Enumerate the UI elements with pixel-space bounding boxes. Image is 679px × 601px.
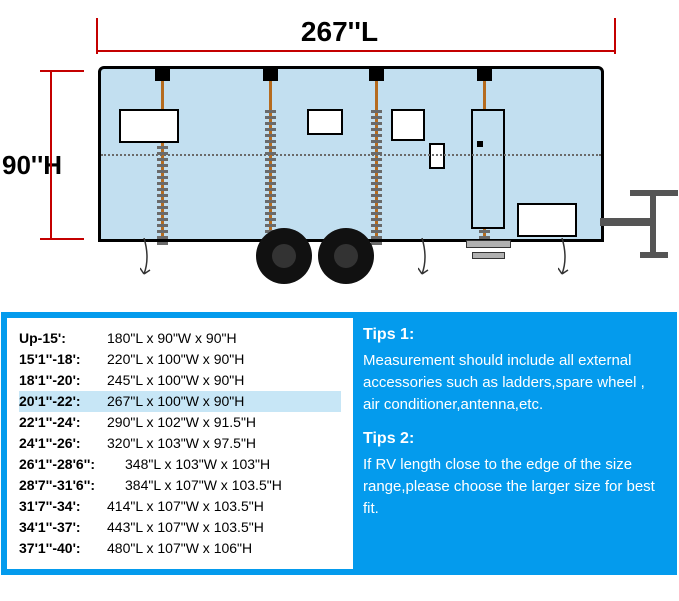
rv-side-panel xyxy=(517,203,577,237)
size-dimensions: 267"L x 100"W x 90"H xyxy=(107,391,244,412)
size-row: 34'1''-37':443"L x 107"W x 103.5"H xyxy=(19,517,341,538)
size-row: 26'1''-28'6'':348"L x 103"W x 103"H xyxy=(19,454,341,475)
cover-strap xyxy=(269,69,272,239)
size-range: 26'1''-28'6'': xyxy=(19,454,125,475)
size-dimensions: 384"L x 107"W x 103.5"H xyxy=(125,475,282,496)
size-dimensions: 320"L x 103"W x 97.5"H xyxy=(107,433,256,454)
tie-down-rope xyxy=(558,238,588,278)
rv-window xyxy=(119,109,179,143)
rv-wheel xyxy=(256,228,312,284)
rv-window xyxy=(307,109,343,135)
cover-strap xyxy=(375,69,378,239)
rv-body xyxy=(98,66,604,242)
size-range: 22'1''-24': xyxy=(19,412,107,433)
length-dimension-line xyxy=(96,50,616,52)
size-row: 22'1''-24':290"L x 102"W x 91.5"H xyxy=(19,412,341,433)
size-row: 18'1''-20':245"L x 100"W x 90"H xyxy=(19,370,341,391)
size-range: 31'7''-34': xyxy=(19,496,107,517)
rv-wheel xyxy=(318,228,374,284)
tips-section: Tips 1: Measurement should include all e… xyxy=(359,312,677,575)
size-row: 20'1''-22':267"L x 100"W x 90"H xyxy=(19,391,341,412)
height-dimension-label: 90''H xyxy=(2,150,62,181)
tip2-text: If RV length close to the edge of the si… xyxy=(363,454,665,520)
tip1-text: Measurement should include all external … xyxy=(363,350,665,416)
rv-window xyxy=(391,109,425,141)
size-range: 28'7''-31'6'': xyxy=(19,475,125,496)
length-dimension-label: 267''L xyxy=(301,16,378,48)
info-panel: Up-15':180"L x 90"W x 90"H15'1''-18':220… xyxy=(1,312,677,575)
size-row: 15'1''-18':220"L x 100"W x 90"H xyxy=(19,349,341,370)
tip1-title: Tips 1: xyxy=(363,326,665,344)
tip2-title: Tips 2: xyxy=(363,430,665,448)
size-row: 31'7''-34':414"L x 107"W x 103.5"H xyxy=(19,496,341,517)
rv-dimension-diagram: 267''L 90''H xyxy=(0,0,679,310)
tie-down-rope xyxy=(140,238,170,278)
size-dimensions: 443"L x 107"W x 103.5"H xyxy=(107,517,264,538)
size-row: 37'1''-40':480"L x 107"W x 106"H xyxy=(19,538,341,559)
size-dimensions: 414"L x 107"W x 103.5"H xyxy=(107,496,264,517)
size-range: 37'1''-40': xyxy=(19,538,107,559)
height-dimension-line xyxy=(50,70,52,240)
rv-window xyxy=(429,143,445,169)
size-range: 20'1''-22': xyxy=(19,391,107,412)
size-table: Up-15':180"L x 90"W x 90"H15'1''-18':220… xyxy=(7,318,353,569)
size-row: 24'1''-26':320"L x 103"W x 97.5"H xyxy=(19,433,341,454)
size-dimensions: 290"L x 102"W x 91.5"H xyxy=(107,412,256,433)
size-dimensions: 245"L x 100"W x 90"H xyxy=(107,370,244,391)
cover-strap xyxy=(161,69,164,239)
size-row: 28'7''-31'6'':384"L x 107"W x 103.5"H xyxy=(19,475,341,496)
size-row: Up-15':180"L x 90"W x 90"H xyxy=(19,328,341,349)
size-range: Up-15': xyxy=(19,328,107,349)
size-dimensions: 348"L x 103"W x 103"H xyxy=(125,454,270,475)
size-range: 24'1''-26': xyxy=(19,433,107,454)
size-dimensions: 480"L x 107"W x 106"H xyxy=(107,538,252,559)
size-dimensions: 180"L x 90"W x 90"H xyxy=(107,328,237,349)
trailer-hitch xyxy=(600,218,655,226)
size-range: 34'1''-37': xyxy=(19,517,107,538)
rv-step xyxy=(466,240,511,270)
size-range: 18'1''-20': xyxy=(19,370,107,391)
rv-door xyxy=(471,109,505,229)
size-range: 15'1''-18': xyxy=(19,349,107,370)
tie-down-rope xyxy=(418,238,448,278)
size-dimensions: 220"L x 100"W x 90"H xyxy=(107,349,244,370)
